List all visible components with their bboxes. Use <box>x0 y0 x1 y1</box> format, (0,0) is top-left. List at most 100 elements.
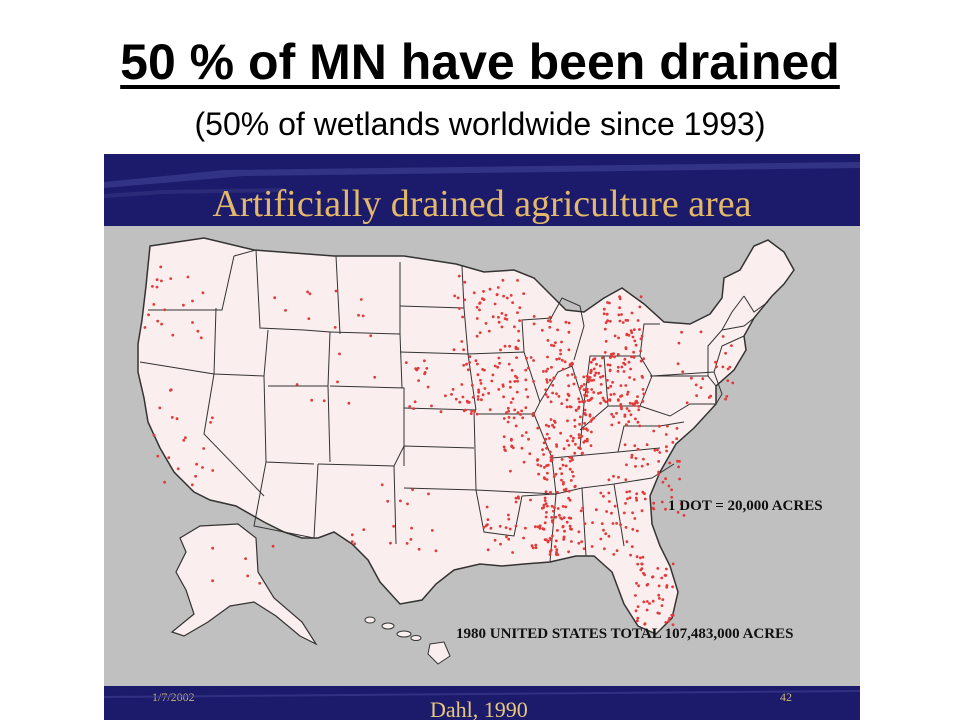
drainage-dot <box>522 460 526 464</box>
drainage-dot <box>194 474 197 478</box>
drainage-dot <box>477 388 480 392</box>
drainage-dot <box>152 433 156 437</box>
drainage-dot <box>656 567 660 570</box>
drainage-dot <box>546 367 550 371</box>
drainage-dot <box>653 448 657 452</box>
drainage-dot <box>634 456 638 460</box>
drainage-dot <box>524 526 527 530</box>
drainage-dot <box>369 334 373 338</box>
drainage-dot <box>474 359 478 363</box>
drainage-dot <box>617 313 621 317</box>
drainage-dot <box>479 382 483 385</box>
drainage-dot <box>439 410 443 414</box>
drainage-dot <box>632 378 636 381</box>
drainage-dot <box>558 513 561 517</box>
header-decoration <box>104 162 860 198</box>
drainage-dot <box>464 408 467 412</box>
drainage-dot <box>568 363 572 367</box>
drainage-dot <box>567 496 570 500</box>
drainage-dot <box>630 456 634 459</box>
drainage-dot <box>664 433 668 436</box>
drainage-dot <box>560 517 564 521</box>
drainage-dot <box>583 393 586 397</box>
drainage-dot <box>526 395 530 399</box>
drainage-dot <box>548 325 552 329</box>
drainage-dot <box>573 418 577 422</box>
drainage-dot <box>507 362 511 366</box>
drainage-dot <box>571 470 574 474</box>
drainage-dot <box>671 623 675 627</box>
drainage-dot <box>504 526 508 529</box>
drainage-dot <box>625 407 629 410</box>
drainage-dot <box>423 372 426 376</box>
drainage-dot <box>552 475 556 478</box>
drainage-dot <box>427 492 430 496</box>
drainage-dot <box>201 291 205 295</box>
footer-page-number: 42 <box>780 690 792 704</box>
page-subtitle: (50% of wetlands worldwide since 1993) <box>194 106 766 142</box>
drainage-dot <box>567 321 571 325</box>
drainage-dot <box>560 458 564 461</box>
drainage-dot <box>211 579 214 583</box>
drainage-dot <box>554 515 558 519</box>
drainage-dot <box>640 562 644 566</box>
drainage-dot <box>485 505 489 509</box>
drainage-dot <box>531 546 535 550</box>
drainage-dot <box>452 348 456 352</box>
drainage-dot <box>592 367 596 371</box>
drainage-dot <box>202 447 206 450</box>
drainage-dot <box>522 292 526 295</box>
drainage-dot <box>695 394 698 397</box>
drainage-dot <box>561 525 565 529</box>
drainage-dot <box>617 421 621 424</box>
drainage-dot <box>623 357 627 361</box>
drainage-dot <box>545 378 549 381</box>
drainage-dot <box>675 437 679 441</box>
drainage-dot <box>624 526 628 529</box>
drainage-dot <box>514 500 518 504</box>
drainage-dot <box>632 350 635 354</box>
drainage-dot <box>457 274 461 278</box>
drainage-dot <box>357 313 360 317</box>
drainage-dot <box>561 367 565 371</box>
drainage-dot <box>608 319 612 323</box>
drainage-dot <box>551 383 555 387</box>
drainage-dot <box>497 388 501 391</box>
drainage-dot <box>465 362 468 366</box>
drainage-dot <box>554 553 558 556</box>
drainage-dot <box>475 305 479 309</box>
drainage-dot <box>543 466 546 469</box>
drainage-dot <box>524 406 528 410</box>
drainage-dot <box>550 343 553 347</box>
drainage-dot <box>551 391 554 395</box>
drainage-dot <box>645 443 649 446</box>
drainage-dot <box>195 462 198 466</box>
drainage-dot <box>476 373 480 377</box>
drainage-dot <box>658 597 661 600</box>
drainage-dot <box>561 505 565 508</box>
drainage-dot <box>532 315 536 318</box>
drainage-dot <box>635 555 639 559</box>
drainage-dot <box>545 478 549 481</box>
drainage-dot <box>564 320 568 324</box>
drainage-dot <box>613 334 617 338</box>
drainage-dot <box>633 328 636 331</box>
drainage-dot <box>714 360 717 364</box>
drainage-dot <box>522 536 525 540</box>
state-boundaries <box>139 249 769 563</box>
drainage-dot <box>553 545 557 549</box>
drainage-dot <box>541 448 544 452</box>
drainage-dot <box>626 392 629 396</box>
drainage-dot <box>545 380 549 384</box>
drainage-dot <box>568 498 572 502</box>
drainage-dot <box>607 534 611 538</box>
drainage-dot <box>582 440 586 444</box>
drainage-dot <box>577 436 581 440</box>
drainage-dot <box>624 478 628 482</box>
drainage-dot <box>583 421 586 425</box>
drainage-dot <box>532 359 535 362</box>
drainage-dot <box>642 357 646 360</box>
drainage-dot <box>489 526 493 530</box>
drainage-dot <box>685 401 689 405</box>
drainage-dot <box>549 490 552 494</box>
